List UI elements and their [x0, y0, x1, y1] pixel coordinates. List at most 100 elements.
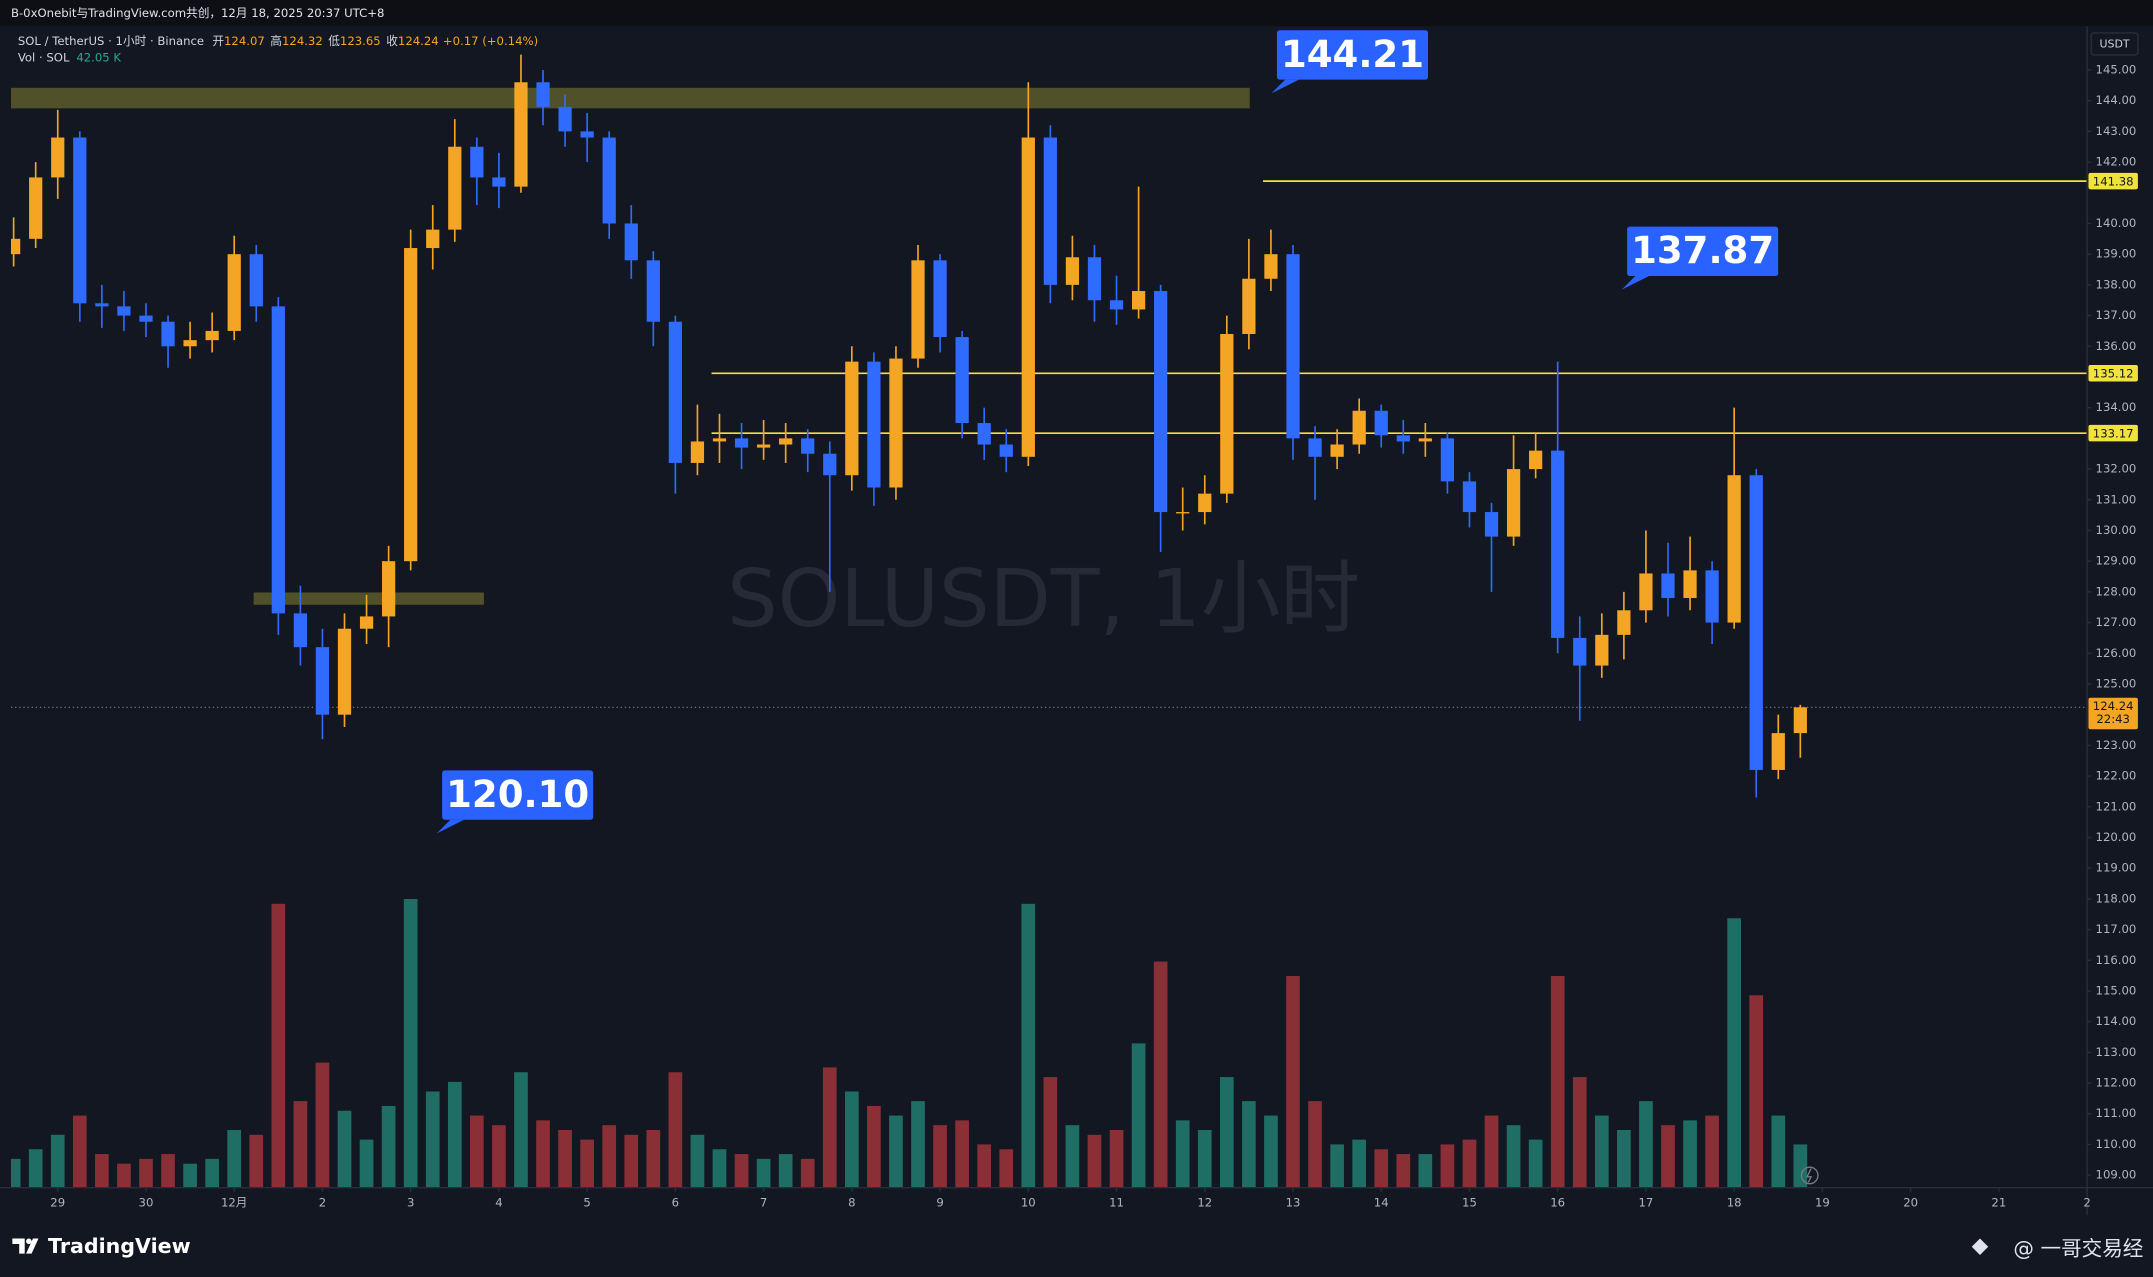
- volume-bar: [293, 1101, 308, 1188]
- currency: USDT: [2099, 38, 2129, 51]
- volume-label: Vol · SOL: [18, 50, 70, 64]
- volume-bar: [183, 1163, 197, 1188]
- candle-body: [1793, 707, 1807, 734]
- y-tick-label: 137.00: [2096, 308, 2137, 322]
- y-tick-label: 138.00: [2096, 277, 2137, 291]
- y-tick-label: 144.00: [2096, 93, 2137, 107]
- callout-text: 120.10: [446, 773, 589, 816]
- candle-body: [1374, 410, 1388, 436]
- volume-bar: [1661, 1125, 1675, 1188]
- callout-tail: [436, 819, 465, 834]
- candle-body: [1352, 410, 1366, 445]
- candle-body: [1705, 570, 1719, 623]
- candle-body: [10, 238, 21, 255]
- candle-body: [690, 441, 705, 463]
- candle-body: [889, 358, 903, 488]
- volume-bar: [955, 1120, 969, 1188]
- x-tick-label: 19: [1815, 1195, 1830, 1209]
- volume-bar: [712, 1149, 727, 1188]
- legend-ohlc: SOL / TetherUS · 1小时 · Binance 开124.07 高12…: [18, 34, 538, 48]
- callout-text: 137.87: [1631, 229, 1774, 272]
- candle-body: [955, 337, 969, 424]
- candle-body: [602, 137, 616, 224]
- candle-body: [1154, 291, 1168, 513]
- volume-bar: [315, 1062, 330, 1188]
- candle-body: [1286, 254, 1300, 439]
- candle-body: [426, 229, 440, 249]
- y-tick-label: 130.00: [2096, 523, 2137, 537]
- candle-body: [756, 444, 771, 448]
- candle-body: [161, 321, 175, 347]
- candle-body: [668, 321, 682, 463]
- volume-bar: [1153, 961, 1168, 1188]
- volume-bar: [271, 903, 286, 1188]
- candle-body: [933, 260, 947, 338]
- candle-body: [977, 423, 991, 445]
- ohlc-value: 124.32: [282, 34, 323, 48]
- volume-bar: [1462, 1139, 1477, 1188]
- volume-bar: [1197, 1130, 1212, 1188]
- candle-body: [1087, 257, 1102, 301]
- x-tick-label: 14: [1374, 1195, 1389, 1209]
- ohlc-value: 124.24: [398, 34, 439, 48]
- candle-body: [1639, 573, 1653, 611]
- candle-body: [315, 647, 330, 715]
- candle-body: [646, 260, 660, 322]
- volume-bar: [999, 1149, 1014, 1188]
- volume-bar: [359, 1139, 374, 1188]
- volume-bar: [1727, 918, 1742, 1188]
- candle-body: [1043, 137, 1057, 285]
- candle-body: [999, 444, 1013, 457]
- brand: TradingView: [48, 1234, 191, 1258]
- volume-bar: [1286, 976, 1300, 1188]
- x-tick-label: 7: [760, 1195, 767, 1209]
- volume-bar: [72, 1115, 87, 1188]
- y-tick-label: 118.00: [2096, 891, 2137, 905]
- volume-bar: [1528, 1139, 1543, 1188]
- ohlc-value: 123.65: [340, 34, 381, 48]
- volume-bar: [1264, 1115, 1278, 1188]
- volume-bar: [1639, 1101, 1653, 1188]
- legend-volume: Vol · SOL 42.05 K: [18, 50, 122, 64]
- candle-body: [1242, 278, 1256, 335]
- volume-bar: [1087, 1134, 1102, 1188]
- icon-circle: [1800, 1166, 1819, 1185]
- y-tick-label: 111.00: [2096, 1106, 2137, 1120]
- volume-bar: [756, 1158, 771, 1188]
- candle-body: [293, 613, 308, 648]
- volume-bar: [1683, 1120, 1697, 1188]
- volume-bar: [227, 1130, 242, 1188]
- y-tick-label: 110.00: [2096, 1137, 2137, 1151]
- y-tick-label: 127.00: [2096, 615, 2137, 629]
- candle-body: [205, 330, 219, 341]
- candle-body: [558, 106, 572, 132]
- candle-body: [801, 438, 815, 454]
- source: B-0xOnebit与TradingView.com共创，12月 18, 202…: [11, 6, 384, 20]
- x-tick-label: 20: [1903, 1195, 1918, 1209]
- x-tick-label: 13: [1286, 1195, 1301, 1209]
- level-tag: [2088, 172, 2138, 190]
- y-tick-label: 115.00: [2096, 983, 2137, 997]
- candle-body: [1462, 481, 1477, 513]
- volume-bar: [381, 1105, 396, 1188]
- volume-bar: [1109, 1130, 1124, 1188]
- logo-mark: [12, 1238, 39, 1254]
- volume-bar: [845, 1091, 859, 1188]
- y-tick-label: 119.00: [2096, 861, 2137, 875]
- volume-bar: [1440, 1144, 1455, 1188]
- volume-bar: [1793, 1144, 1808, 1188]
- ohlc-label: 低: [328, 34, 340, 48]
- y-tick-label: 122.00: [2096, 769, 2137, 783]
- level-tag-label: 141.38: [2093, 174, 2134, 188]
- x-tick-label: 21: [1991, 1195, 2006, 1209]
- volume-bar: [977, 1144, 992, 1188]
- volume-bar: [800, 1158, 815, 1188]
- y-tick-label: 116.00: [2096, 953, 2137, 967]
- volume-bar: [1396, 1154, 1411, 1188]
- y-tick-label: 143.00: [2096, 124, 2137, 138]
- volume-bar: [580, 1139, 594, 1188]
- candle-body: [580, 131, 594, 138]
- y-tick-label: 109.00: [2096, 1168, 2137, 1182]
- x-tick-label: 11: [1109, 1195, 1124, 1209]
